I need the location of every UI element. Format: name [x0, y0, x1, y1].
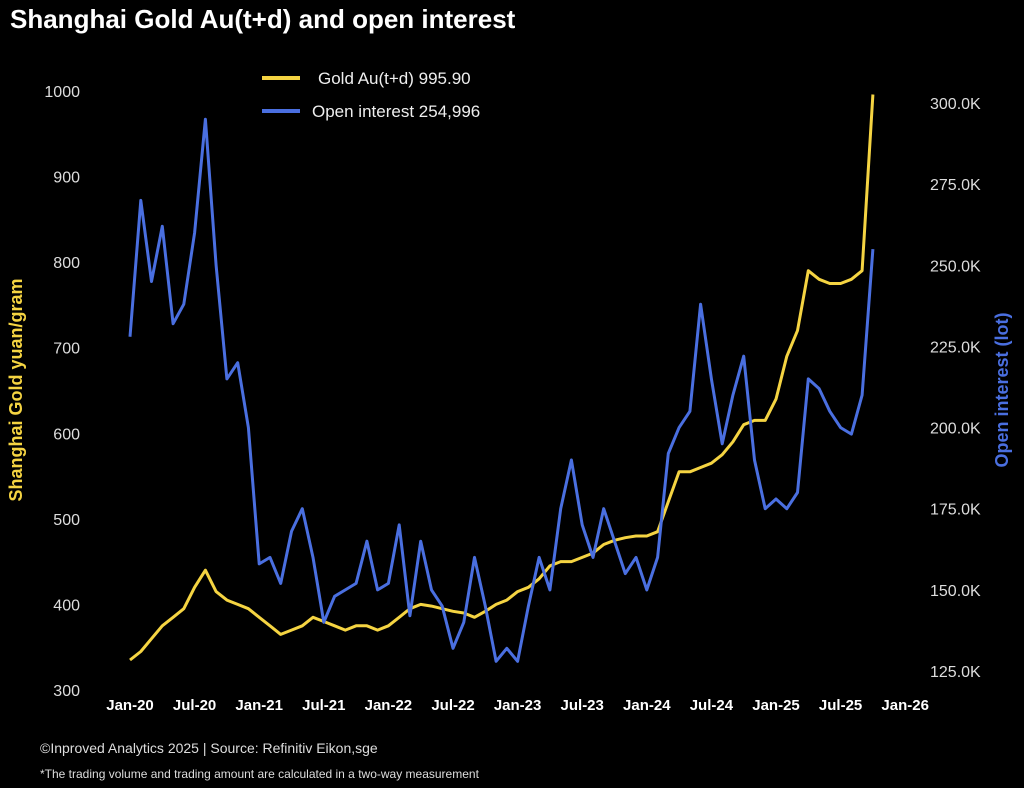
x-tick-label: Jul-20	[173, 697, 216, 714]
x-tick-label: Jan-20	[106, 697, 154, 714]
right-tick-label: 300.0K	[930, 96, 981, 113]
right-tick-label: 175.0K	[930, 502, 981, 519]
right-tick-label: 200.0K	[930, 421, 981, 438]
x-tick-label: Jul-24	[690, 697, 734, 714]
left-tick-label: 300	[53, 683, 80, 700]
right-axis-title: Open interest (lot)	[992, 312, 1012, 467]
footnote: *The trading volume and trading amount a…	[40, 767, 479, 781]
right-tick-label: 150.0K	[930, 583, 981, 600]
x-tick-label: Jul-25	[819, 697, 862, 714]
left-tick-label: 600	[53, 426, 80, 443]
left-tick-label: 1000	[44, 84, 80, 101]
open-interest-line	[128, 117, 875, 663]
x-tick-label: Jan-21	[235, 697, 283, 714]
x-tick-label: Jul-21	[302, 697, 345, 714]
x-tick-label: Jan-26	[881, 697, 929, 714]
x-tick-label: Jan-23	[494, 697, 542, 714]
x-tick-label: Jul-22	[431, 697, 474, 714]
x-tick-label: Jan-22	[365, 697, 413, 714]
left-tick-label: 700	[53, 341, 80, 358]
legend-label: Open interest 254,996	[312, 102, 480, 121]
legend: Gold Au(t+d) 995.90 Open interest 254,996	[262, 69, 480, 121]
x-tick-label: Jul-23	[561, 697, 604, 714]
left-tick-label: 800	[53, 255, 80, 272]
right-tick-label: 275.0K	[930, 177, 981, 194]
left-tick-label: 500	[53, 512, 80, 529]
left-axis-title: Shanghai Gold yuan/gram	[6, 278, 26, 501]
source-credit: ©Inproved Analytics 2025 | Source: Refin…	[40, 740, 378, 756]
x-tick-label: Jan-25	[752, 697, 800, 714]
x-tick-label: Jan-24	[623, 697, 671, 714]
right-tick-label: 225.0K	[930, 339, 981, 356]
right-tick-label: 250.0K	[930, 258, 981, 275]
right-tick-label: 125.0K	[930, 664, 981, 681]
left-tick-label: 400	[53, 597, 80, 614]
chart-title: Shanghai Gold Au(t+d) and open interest	[10, 4, 516, 34]
legend-label: Gold Au(t+d) 995.90	[318, 69, 471, 88]
left-tick-label: 900	[53, 170, 80, 187]
